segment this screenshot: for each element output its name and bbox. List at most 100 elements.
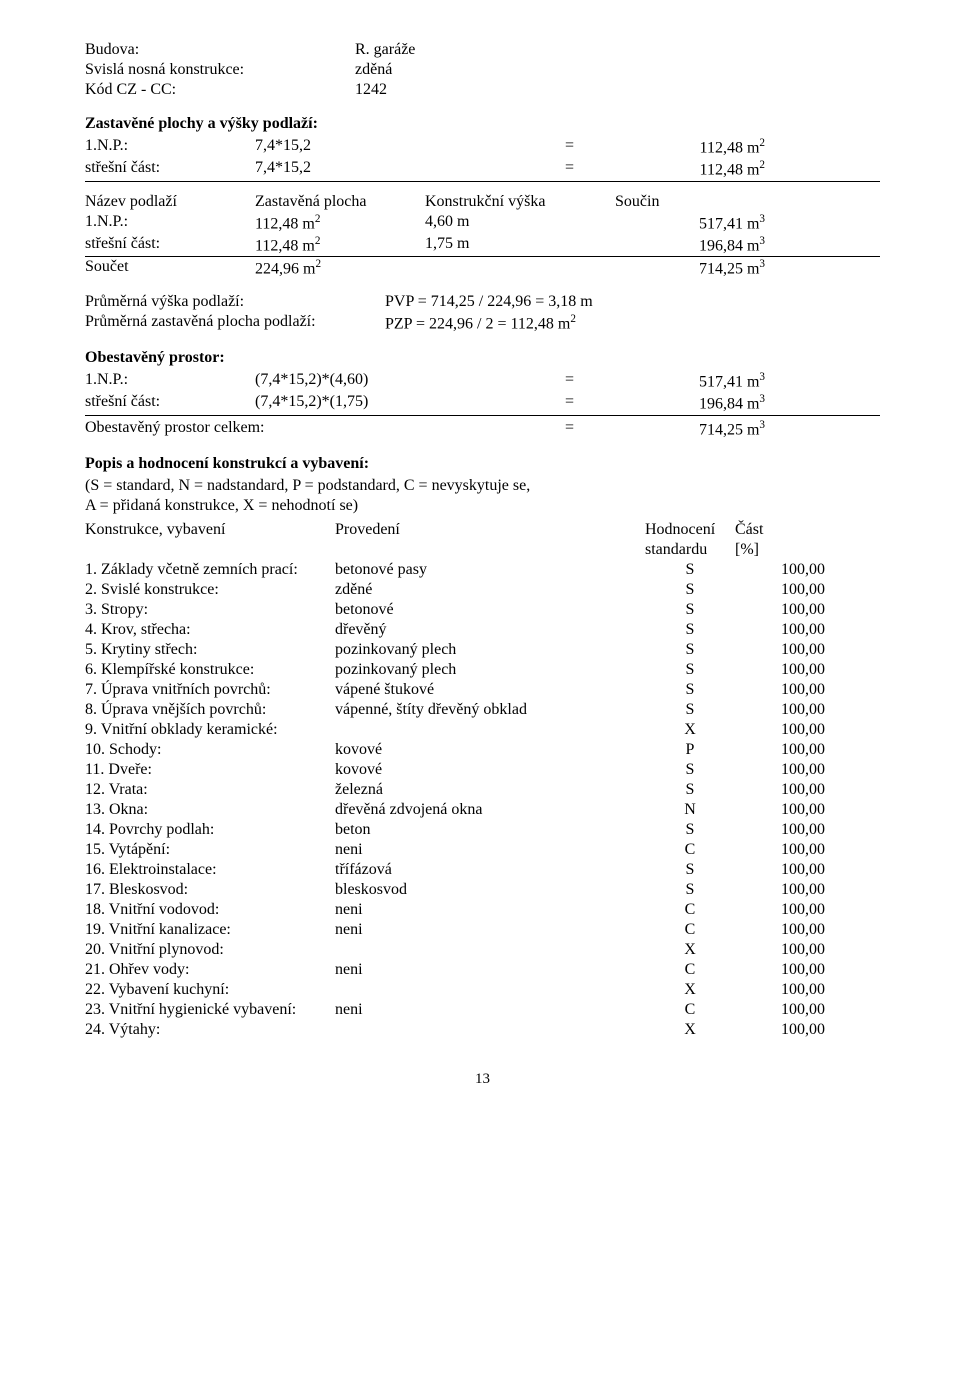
page-number: 13 — [85, 1070, 880, 1089]
row-hodnoceni: S — [645, 660, 735, 680]
row-cast: 100,00 — [735, 660, 825, 680]
konstrukce-table: Konstrukce, vybavení Provedení Hodnocení… — [85, 520, 880, 1040]
nazev-table: Název podlaží Zastavěná plocha Konstrukč… — [85, 192, 880, 280]
row-hodnoceni: S — [645, 640, 735, 660]
nazev-row: 1.N.P.:112,48 m24,60 m517,41 m3 — [85, 212, 880, 234]
row-hodnoceni: C — [645, 960, 735, 980]
table-row: 14. Povrchy podlah:betonS100,00 — [85, 820, 880, 840]
calc-result: 112,48 m2 — [625, 158, 765, 180]
table-row: 23. Vnitřní hygienické vybavení:neniC100… — [85, 1000, 880, 1020]
table-row: 18. Vnitřní vodovod:neniC100,00 — [85, 900, 880, 920]
row-cast: 100,00 — [735, 640, 825, 660]
calc-label: střešní část: — [85, 158, 255, 180]
obest-total-label: Obestavěný prostor celkem: — [85, 418, 565, 440]
nazev-h3: Konstrukční výška — [425, 192, 615, 212]
nazev-h4: Součin — [615, 192, 735, 212]
nazev-c2: 112,48 m2 — [255, 212, 425, 234]
popis-note-2: A = přidaná konstrukce, X = nehodnotí se… — [85, 496, 880, 516]
table-header: Konstrukce, vybavení Provedení Hodnocení… — [85, 520, 880, 560]
row-provedeni: pozinkovaný plech — [335, 640, 645, 660]
row-cast: 100,00 — [735, 1000, 825, 1020]
header-row: Svislá nosná konstrukce:zděná — [85, 60, 880, 80]
row-cast: 100,00 — [735, 980, 825, 1000]
row-provedeni: vápenné, štíty dřevěný obklad — [335, 700, 645, 720]
pvp-value: PVP = 714,25 / 224,96 = 3,18 m — [385, 292, 593, 312]
calc-row: 1.N.P.:(7,4*15,2)*(4,60)=517,41 m3 — [85, 370, 880, 392]
popis-note-1: (S = standard, N = nadstandard, P = pods… — [85, 476, 880, 496]
row-provedeni: železná — [335, 780, 645, 800]
zp-rows: 1.N.P.:7,4*15,2=112,48 m2střešní část:7,… — [85, 136, 880, 182]
row-name: 10. Schody: — [85, 740, 335, 760]
row-hodnoceni: X — [645, 720, 735, 740]
table-row: 1. Základy včetně zemních prací:betonové… — [85, 560, 880, 580]
row-hodnoceni: S — [645, 560, 735, 580]
row-hodnoceni: S — [645, 760, 735, 780]
row-name: 21. Ohřev vody: — [85, 960, 335, 980]
pvp-row: Průměrná výška podlaží: PVP = 714,25 / 2… — [85, 292, 880, 312]
row-cast: 100,00 — [735, 820, 825, 840]
row-name: 7. Úprava vnitřních povrchů: — [85, 680, 335, 700]
calc-row: střešní část:7,4*15,2=112,48 m2 — [85, 158, 880, 181]
row-provedeni: neni — [335, 1000, 645, 1020]
header-row: Kód CZ - CC:1242 — [85, 80, 880, 100]
pzp-value: PZP = 224,96 / 2 = 112,48 m2 — [385, 312, 576, 334]
nazev-c1: Součet — [85, 257, 255, 279]
pvp-label: Průměrná výška podlaží: — [85, 292, 385, 312]
row-cast: 100,00 — [735, 700, 825, 720]
row-cast: 100,00 — [735, 860, 825, 880]
calc-expr: 7,4*15,2 — [255, 136, 565, 158]
row-cast: 100,00 — [735, 560, 825, 580]
row-provedeni: pozinkovaný plech — [335, 660, 645, 680]
row-name: 11. Dveře: — [85, 760, 335, 780]
row-hodnoceni: C — [645, 900, 735, 920]
row-cast: 100,00 — [735, 720, 825, 740]
row-provedeni: betonové — [335, 600, 645, 620]
row-hodnoceni: X — [645, 1020, 735, 1040]
obest-total-row: Obestavěný prostor celkem: = 714,25 m3 — [85, 418, 880, 440]
row-cast: 100,00 — [735, 920, 825, 940]
nazev-c4: 196,84 m3 — [615, 234, 765, 256]
row-hodnoceni: N — [645, 800, 735, 820]
table-row: 12. Vrata:železnáS100,00 — [85, 780, 880, 800]
row-provedeni: bleskosvod — [335, 880, 645, 900]
row-hodnoceni: P — [645, 740, 735, 760]
nazev-c4: 714,25 m3 — [615, 257, 765, 279]
row-name: 20. Vnitřní plynovod: — [85, 940, 335, 960]
row-name: 2. Svislé konstrukce: — [85, 580, 335, 600]
table-row: 24. Výtahy:X100,00 — [85, 1020, 880, 1040]
popis-title: Popis a hodnocení konstrukcí a vybavení: — [85, 454, 880, 474]
row-hodnoceni: S — [645, 820, 735, 840]
calc-label: střešní část: — [85, 392, 255, 414]
calc-eq: = — [565, 392, 625, 414]
row-provedeni: zděné — [335, 580, 645, 600]
calc-result: 517,41 m3 — [625, 370, 765, 392]
row-name: 6. Klempířské konstrukce: — [85, 660, 335, 680]
calc-row: 1.N.P.:7,4*15,2=112,48 m2 — [85, 136, 880, 158]
row-provedeni: neni — [335, 840, 645, 860]
calc-expr: 7,4*15,2 — [255, 158, 565, 180]
nazev-row: Součet224,96 m2714,25 m3 — [85, 257, 880, 279]
header-label: Budova: — [85, 40, 355, 60]
row-cast: 100,00 — [735, 600, 825, 620]
table-row: 9. Vnitřní obklady keramické:X100,00 — [85, 720, 880, 740]
row-provedeni: třífázová — [335, 860, 645, 880]
table-row: 4. Krov, střecha:dřevěnýS100,00 — [85, 620, 880, 640]
table-row: 5. Krytiny střech:pozinkovaný plechS100,… — [85, 640, 880, 660]
row-name: 13. Okna: — [85, 800, 335, 820]
row-cast: 100,00 — [735, 940, 825, 960]
row-cast: 100,00 — [735, 840, 825, 860]
obest-total-eq: = — [565, 418, 625, 440]
row-name: 15. Vytápění: — [85, 840, 335, 860]
row-cast: 100,00 — [735, 1020, 825, 1040]
row-cast: 100,00 — [735, 680, 825, 700]
row-name: 12. Vrata: — [85, 780, 335, 800]
table-row: 19. Vnitřní kanalizace:neniC100,00 — [85, 920, 880, 940]
row-hodnoceni: C — [645, 1000, 735, 1020]
th-cast: Část [%] — [735, 520, 825, 560]
row-hodnoceni: S — [645, 700, 735, 720]
table-row: 22. Vybavení kuchyní:X100,00 — [85, 980, 880, 1000]
pzp-row: Průměrná zastavěná plocha podlaží: PZP =… — [85, 312, 880, 334]
row-name: 23. Vnitřní hygienické vybavení: — [85, 1000, 335, 1020]
row-provedeni: betonové pasy — [335, 560, 645, 580]
row-cast: 100,00 — [735, 740, 825, 760]
